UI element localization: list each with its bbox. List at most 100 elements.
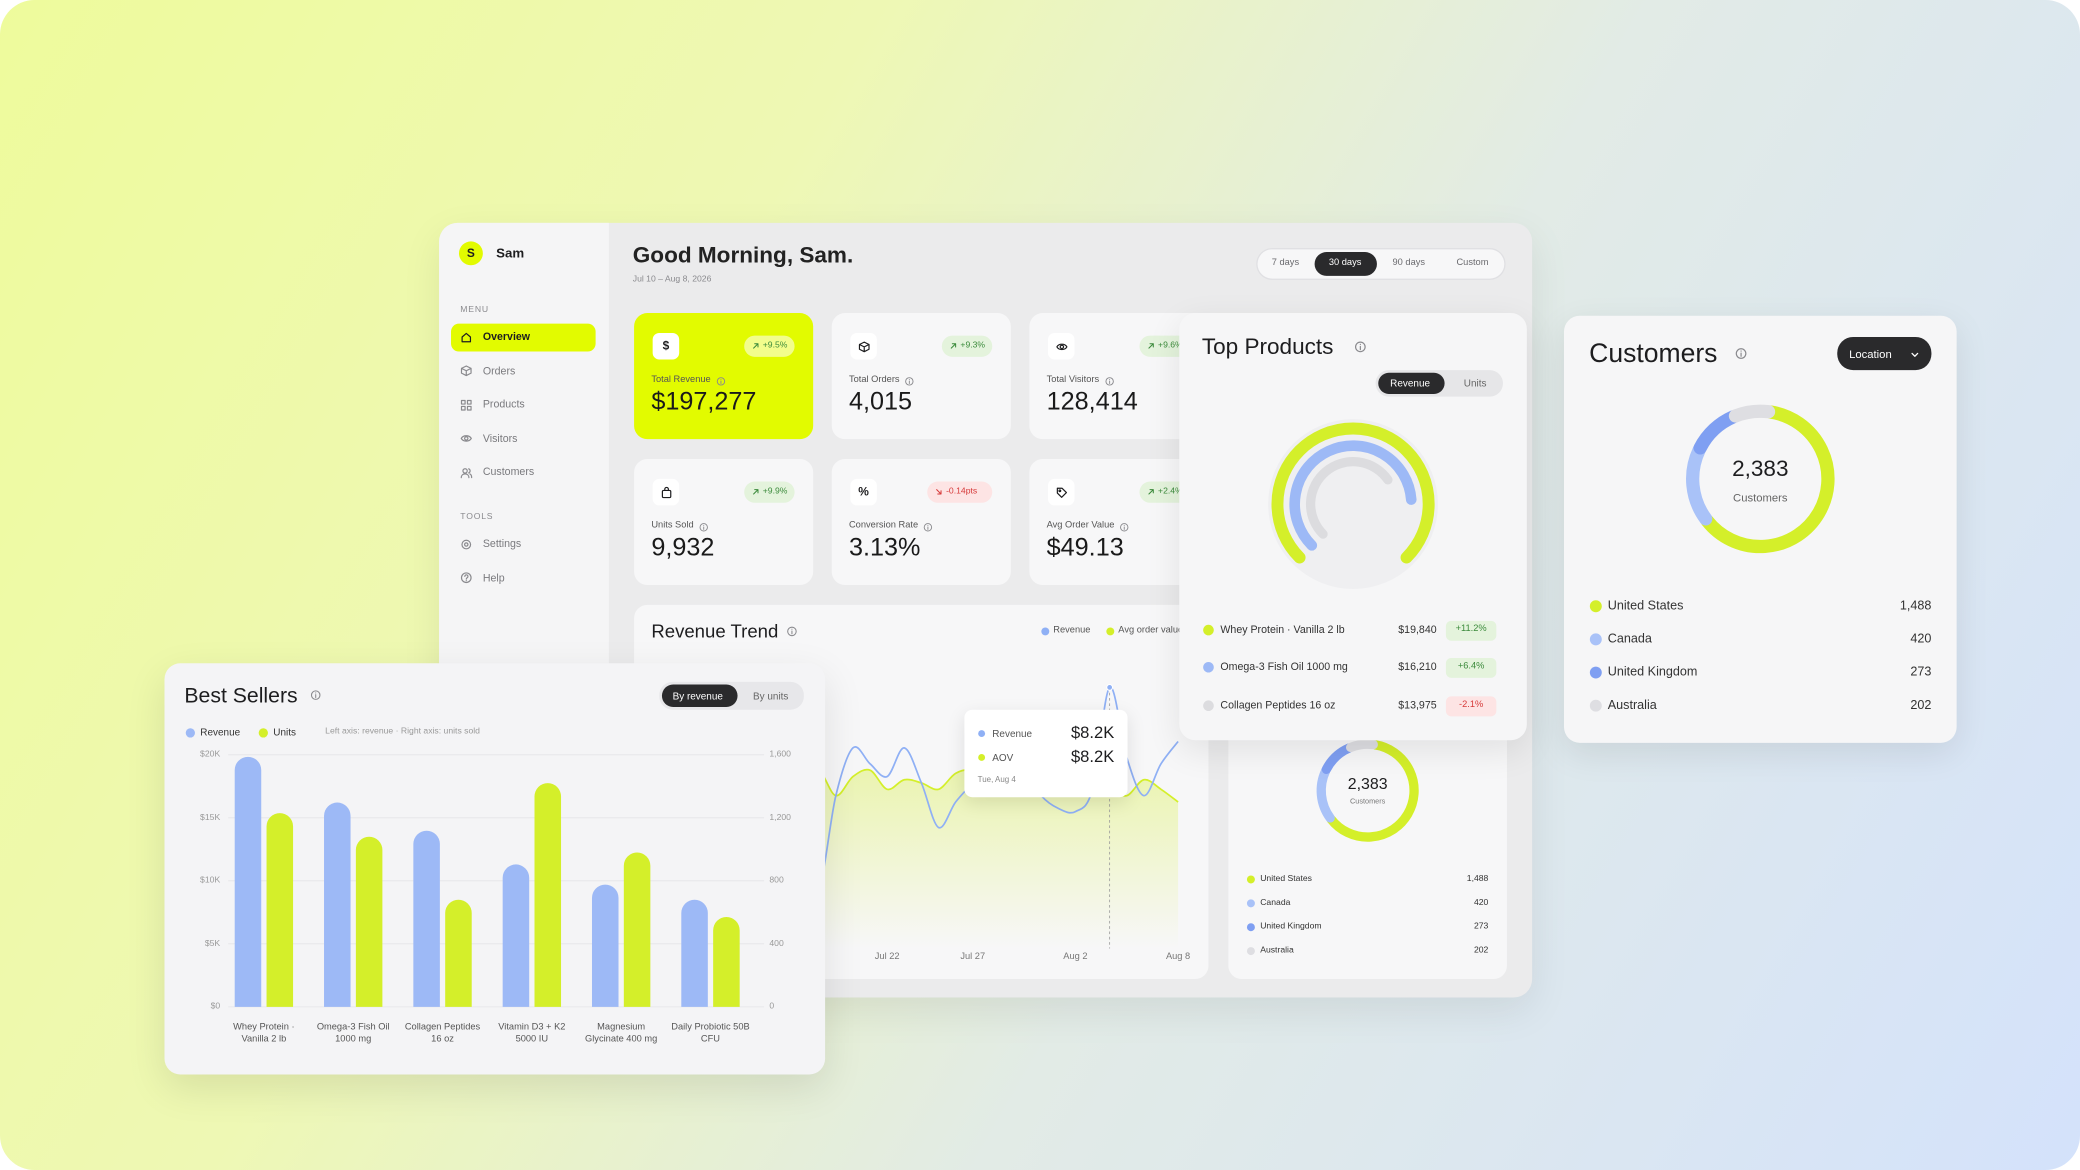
donut-segment [1326, 740, 1419, 842]
icon-info [716, 376, 725, 385]
legend-swatch [1589, 666, 1602, 679]
legend-dot [1589, 633, 1602, 646]
icon-eye [1055, 342, 1067, 350]
icon-part [466, 399, 472, 404]
icon-part [1104, 376, 1114, 385]
avatar [458, 241, 483, 266]
tools-item[interactable]: Settings [482, 537, 522, 550]
icon-part [464, 574, 469, 582]
range-control [1256, 248, 1506, 280]
icon-part [923, 522, 933, 531]
avatar-initial: S [466, 246, 475, 260]
legend-dot [258, 728, 269, 738]
legend-swatch [1246, 875, 1255, 884]
product-change: -2.1% [1458, 700, 1484, 710]
icon-part [310, 690, 320, 700]
donut-segment [1728, 404, 1776, 423]
chart-title: Best Sellers [184, 685, 298, 708]
menu-item[interactable]: Products [482, 398, 525, 411]
menu-item-active[interactable] [451, 323, 596, 351]
radial-bar [1305, 457, 1393, 539]
legend-value: 202 [1910, 698, 1932, 713]
menu-item[interactable]: Customers [482, 465, 535, 478]
radial-chart [1268, 419, 1438, 589]
product-value: $16,210 [1398, 660, 1437, 673]
legend-value: 273 [1910, 664, 1932, 680]
kpi-change: +9.6% [1158, 341, 1183, 351]
tools-item[interactable]: Help [482, 571, 505, 584]
kpi-label: Total Visitors [1046, 375, 1100, 385]
tab-active[interactable] [1378, 372, 1445, 394]
icon-part [1911, 352, 1919, 357]
bar [355, 836, 383, 1007]
icon-part [460, 399, 466, 404]
icon-info [1104, 376, 1114, 385]
tooltip [964, 709, 1128, 798]
menu-item[interactable]: Overview [482, 330, 531, 343]
card-title: Customers [1589, 339, 1718, 369]
icon-up [950, 343, 957, 349]
icon-info [1735, 347, 1747, 359]
donut-total: 2,383 [1732, 456, 1789, 482]
bar [681, 899, 708, 1007]
menu-item[interactable]: Visitors [482, 432, 518, 444]
legend-label: United States [1260, 874, 1312, 884]
menu-label: MENU [460, 305, 489, 315]
bar [623, 852, 651, 1007]
icon-part [663, 486, 669, 491]
bar [266, 813, 294, 1007]
kpi-icon-box [1047, 332, 1075, 360]
kpi-badge [744, 481, 795, 503]
icon-bag [661, 486, 671, 498]
icon-part [1056, 487, 1067, 498]
icon-tag [1056, 487, 1067, 498]
donut-segment [1321, 743, 1354, 775]
legend-dot [1246, 875, 1255, 884]
icon-part [466, 405, 472, 410]
product-change: +6.4% [1457, 661, 1485, 671]
product-name: Whey Protein · Vanilla 2 lb [1220, 623, 1345, 636]
bar [502, 864, 530, 1007]
tab[interactable]: Units [1463, 377, 1487, 390]
legend-swatch [258, 728, 269, 738]
x-tick-label: Jul 22 [874, 952, 900, 962]
tab-active[interactable] [661, 684, 738, 708]
range-option[interactable]: 7 days [1271, 258, 1300, 268]
legend-label: Revenue [200, 726, 241, 739]
kpi-badge [941, 335, 993, 357]
legend-label: Canada [1607, 631, 1652, 647]
range-option[interactable]: 30 days [1328, 258, 1362, 268]
kpi-value: $49.13 [1046, 534, 1124, 562]
legend-label: Units [273, 726, 296, 739]
tooltip-swatch [978, 730, 986, 738]
x-tick-label: Aug 8 [1165, 952, 1191, 962]
legend-swatch [1589, 600, 1602, 613]
legend-label: United Kingdom [1260, 922, 1322, 932]
range-active[interactable] [1314, 252, 1377, 276]
y-tick-label: $5K [204, 938, 221, 948]
tab[interactable]: Revenue [1390, 377, 1431, 390]
legend-dot [1203, 700, 1214, 712]
tab[interactable]: By revenue [672, 690, 723, 703]
chart-note: Left axis: revenue · Right axis: units s… [325, 727, 480, 737]
filter-button[interactable] [1837, 336, 1932, 371]
kpi-change: -0.14pts [946, 486, 978, 497]
tooltip-swatch [978, 754, 986, 761]
donut-small [1316, 739, 1419, 842]
legend-value: 202 [1473, 945, 1489, 956]
donut-segment [1345, 739, 1378, 753]
product-change: +11.2% [1455, 624, 1487, 634]
y2-tick-label: 0 [769, 1001, 775, 1011]
icon-part [462, 467, 468, 473]
range-option[interactable]: 90 days [1392, 258, 1426, 268]
legend-dot [1203, 624, 1214, 636]
legend-label: Australia [1260, 945, 1294, 956]
menu-item[interactable]: Orders [482, 364, 516, 377]
kpi-icon-box [652, 332, 680, 360]
change-badge [1445, 657, 1497, 678]
range-option[interactable]: Custom [1456, 258, 1489, 268]
tab[interactable]: By units [753, 690, 789, 703]
icon-part [950, 343, 957, 349]
y2-tick-label: 800 [769, 875, 784, 885]
filter-label[interactable]: Location [1849, 347, 1892, 361]
